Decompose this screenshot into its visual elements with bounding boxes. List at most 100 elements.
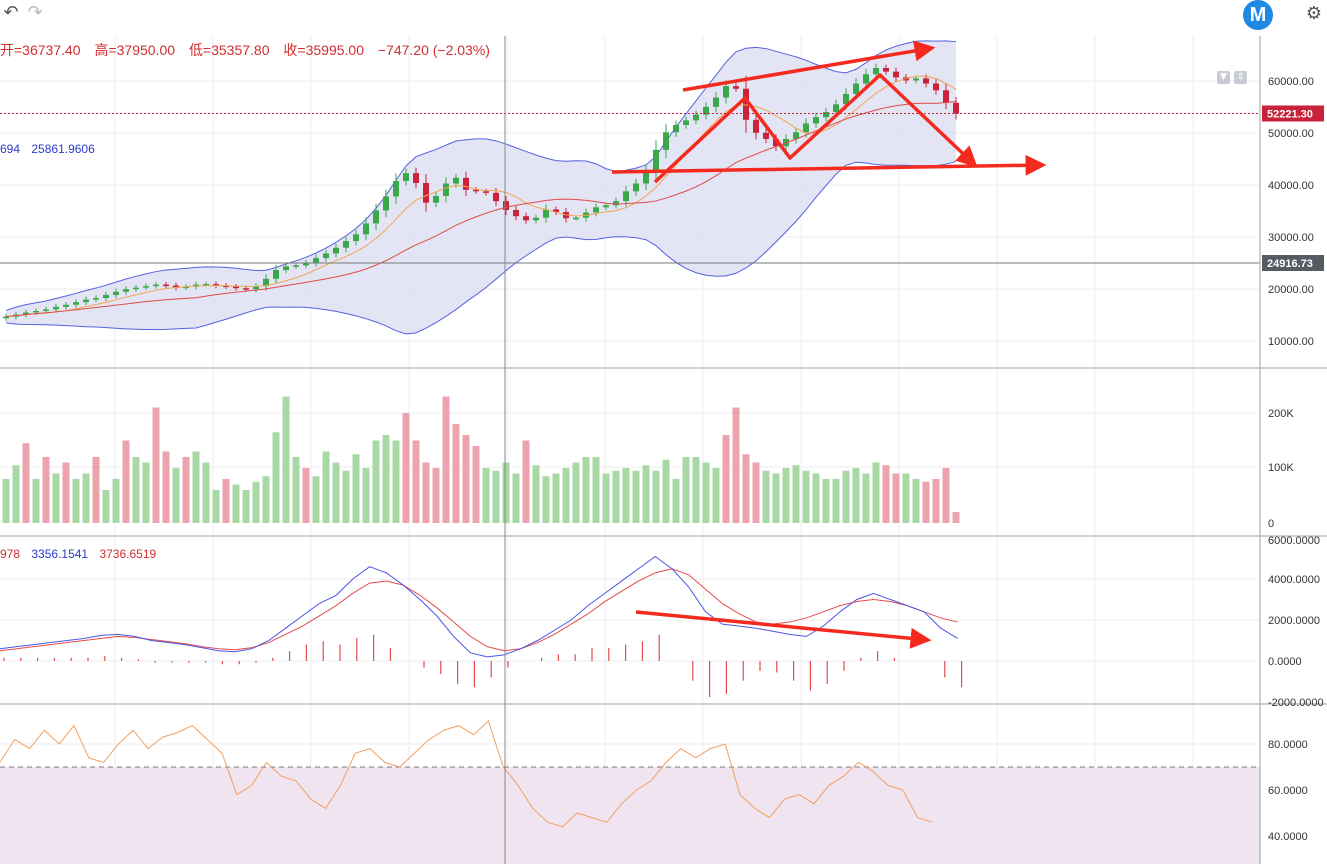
volume-bar	[482, 468, 490, 523]
volume-bar	[612, 470, 620, 523]
candle-body	[173, 285, 179, 288]
volume-bar	[802, 470, 810, 523]
volume-bar	[222, 479, 230, 523]
candle-body	[603, 205, 609, 208]
candle-body	[373, 210, 379, 224]
candle-body	[493, 192, 499, 202]
candle-body	[703, 106, 709, 115]
rsi-band	[0, 767, 1260, 864]
volume-bar	[432, 468, 440, 523]
volume-bar	[412, 440, 420, 523]
candle-body	[413, 173, 419, 184]
candle-body	[593, 207, 599, 213]
candle-body	[863, 74, 869, 84]
volume-bar	[442, 396, 450, 523]
volume-bar	[742, 454, 750, 523]
candle-body	[443, 183, 449, 196]
volume-bar	[12, 465, 20, 523]
volume-bar	[772, 473, 780, 523]
volume-bar	[922, 481, 930, 523]
macd-value-2: 3356.1541	[31, 547, 89, 561]
volume-bar	[532, 465, 540, 523]
brand-logo[interactable]: M	[1243, 0, 1273, 30]
price-tick-label: 40000.00	[1268, 180, 1314, 192]
volume-bar	[32, 479, 40, 523]
maximize-pane-button[interactable]: ⇕	[1234, 71, 1247, 84]
volume-bar	[832, 479, 840, 523]
candle-body	[953, 102, 959, 114]
candle-body	[543, 209, 549, 218]
candle-body	[53, 306, 59, 310]
volume-bar	[212, 490, 220, 523]
price-tick-label: 50000.00	[1268, 128, 1314, 140]
candle-body	[523, 216, 529, 221]
volume-bar	[162, 451, 170, 523]
candle-body	[473, 189, 479, 192]
volume-bar	[552, 473, 560, 523]
volume-bar	[342, 470, 350, 523]
volume-tick-label: 100K	[1268, 462, 1294, 474]
candle-body	[93, 298, 99, 300]
macd-tick-label: -2000.0000	[1268, 697, 1324, 709]
candle-body	[233, 286, 239, 289]
candle-body	[303, 262, 309, 266]
volume-bar	[52, 473, 60, 523]
volume-bar	[402, 413, 410, 523]
volume-bar	[282, 396, 290, 523]
volume-bar	[702, 462, 710, 523]
candle-body	[3, 316, 9, 319]
volume-bar	[312, 476, 320, 523]
macd-fast-line	[0, 555, 958, 658]
candle-body	[193, 284, 199, 287]
redo-icon[interactable]: ↷	[27, 2, 43, 23]
candle-body	[63, 304, 69, 307]
candle-body	[823, 112, 829, 118]
volume-bar	[272, 432, 280, 523]
candle-body	[693, 114, 699, 121]
volume-bar	[72, 479, 80, 523]
volume-bar	[782, 468, 790, 523]
candle-body	[743, 88, 749, 120]
volume-bar	[902, 473, 910, 523]
volume-bar	[952, 512, 960, 523]
candle-body	[283, 266, 289, 271]
candle-body	[843, 93, 849, 105]
macd-tick-label: 0.0000	[1268, 656, 1302, 668]
macd-divergence-arrow	[635, 610, 932, 649]
bollinger-band-fill	[6, 40, 956, 334]
price-tick-label: 20000.00	[1268, 284, 1314, 296]
volume-bar	[852, 468, 860, 523]
volume-bar	[182, 457, 190, 523]
candle-body	[893, 71, 899, 78]
candle-body	[553, 209, 559, 213]
macd-signal-line	[0, 568, 958, 652]
candle-body	[453, 177, 459, 184]
volume-tick-label: 0	[1268, 518, 1274, 530]
volume-bar	[292, 457, 300, 523]
candle-body	[293, 265, 299, 267]
candle-body	[773, 138, 779, 147]
close-value: 收=35995.00	[283, 42, 364, 58]
volume-bar	[622, 468, 630, 523]
gear-icon[interactable]: ⚙	[1305, 3, 1323, 24]
candle-body	[253, 286, 259, 290]
volume-bar	[752, 462, 760, 523]
volume-bar	[692, 457, 700, 523]
volume-bar	[632, 470, 640, 523]
candle-body	[143, 286, 149, 288]
candle-body	[503, 201, 509, 210]
volume-bar	[352, 454, 360, 523]
candle-body	[943, 90, 949, 103]
volume-bar	[372, 440, 380, 523]
candle-body	[513, 209, 519, 217]
candle-body	[273, 270, 279, 279]
candle-body	[803, 123, 809, 133]
volume-bar	[302, 468, 310, 523]
collapse-pane-button[interactable]: ▼	[1217, 71, 1230, 84]
candle-body	[793, 132, 799, 139]
macd-legend: 978 3356.1541 3736.6519	[0, 547, 164, 561]
undo-icon[interactable]: ↶	[3, 2, 19, 23]
volume-bar	[822, 479, 830, 523]
volume-bar	[682, 457, 690, 523]
